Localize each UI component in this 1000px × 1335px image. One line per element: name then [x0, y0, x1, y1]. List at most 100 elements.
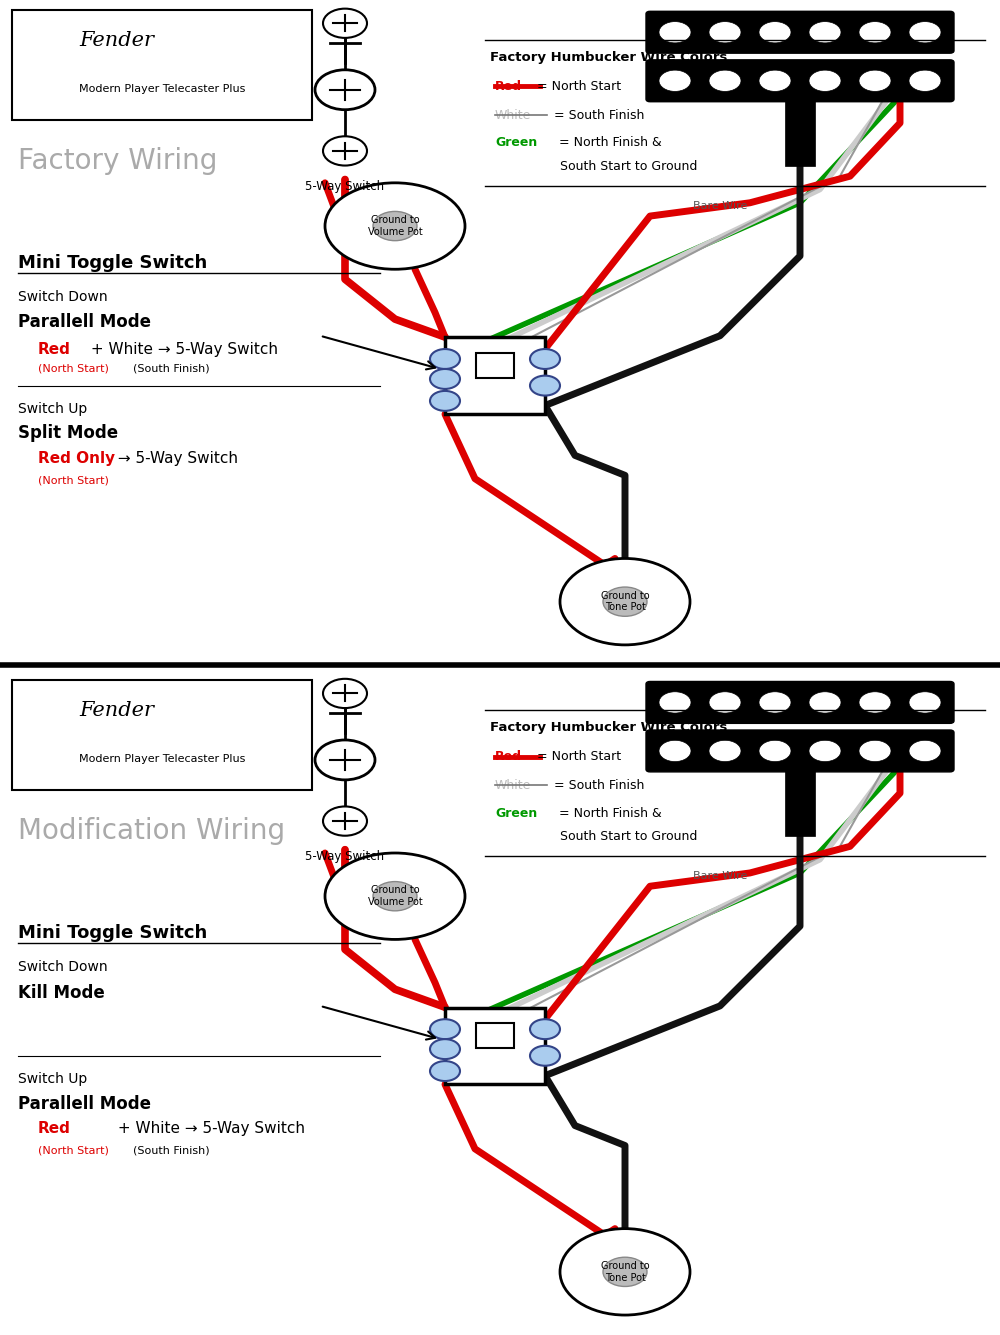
Text: (South Finish): (South Finish): [133, 1145, 210, 1155]
Circle shape: [430, 1061, 460, 1081]
Text: 5-Way Switch: 5-Way Switch: [305, 849, 385, 862]
Circle shape: [530, 1019, 560, 1039]
Text: = North Start: = North Start: [533, 750, 621, 764]
Circle shape: [603, 1258, 647, 1287]
Text: South Start to Ground: South Start to Ground: [560, 830, 697, 842]
Circle shape: [603, 587, 647, 617]
Circle shape: [430, 1039, 460, 1059]
Bar: [12, 680, 312, 790]
Text: Ground to
Tone Pot: Ground to Tone Pot: [601, 1262, 649, 1283]
Circle shape: [430, 1019, 460, 1039]
Text: + White → 5-Way Switch: + White → 5-Way Switch: [113, 1121, 305, 1136]
Text: + White → 5-Way Switch: + White → 5-Way Switch: [86, 342, 278, 356]
Text: Kill Mode: Kill Mode: [18, 984, 105, 1001]
Text: Red Only: Red Only: [38, 451, 115, 466]
Text: (North Start): (North Start): [38, 475, 109, 485]
Text: White: White: [495, 108, 531, 121]
Text: (North Start): (North Start): [38, 364, 109, 374]
Circle shape: [560, 558, 690, 645]
Circle shape: [859, 741, 891, 761]
Circle shape: [759, 692, 791, 713]
Text: (South Finish): (South Finish): [133, 364, 210, 374]
Text: Modification Wiring: Modification Wiring: [18, 817, 285, 845]
FancyBboxPatch shape: [646, 681, 954, 724]
Circle shape: [373, 211, 417, 240]
Text: Mini Toggle Switch: Mini Toggle Switch: [18, 924, 207, 941]
Text: = North Start: = North Start: [533, 80, 621, 93]
Circle shape: [659, 692, 691, 713]
Circle shape: [809, 692, 841, 713]
Circle shape: [909, 741, 941, 761]
Text: Red: Red: [38, 1121, 71, 1136]
Bar: [785, 99, 815, 166]
Circle shape: [909, 21, 941, 43]
Text: Parallell Mode: Parallell Mode: [18, 314, 151, 331]
FancyBboxPatch shape: [646, 60, 954, 101]
Bar: [445, 1008, 545, 1084]
Text: Bare Wire: Bare Wire: [693, 202, 747, 211]
Text: South Start to Ground: South Start to Ground: [560, 160, 697, 172]
Circle shape: [315, 69, 375, 109]
Text: Ground to
Tone Pot: Ground to Tone Pot: [601, 591, 649, 613]
Circle shape: [659, 741, 691, 761]
Circle shape: [759, 741, 791, 761]
Circle shape: [809, 71, 841, 91]
Ellipse shape: [325, 853, 465, 940]
Circle shape: [323, 806, 367, 836]
Text: Factory Humbucker Wire Colors: Factory Humbucker Wire Colors: [490, 721, 727, 734]
Text: Ground to
Volume Pot: Ground to Volume Pot: [368, 215, 422, 236]
Circle shape: [430, 391, 460, 411]
Ellipse shape: [325, 183, 465, 270]
FancyBboxPatch shape: [646, 11, 954, 53]
Circle shape: [709, 692, 741, 713]
Text: Ground to
Volume Pot: Ground to Volume Pot: [368, 885, 422, 906]
Bar: [476, 352, 514, 378]
Text: Factory Wiring: Factory Wiring: [18, 147, 217, 175]
Bar: [476, 1023, 514, 1048]
Text: = North Finish &: = North Finish &: [555, 136, 662, 150]
Text: Modern Player Telecaster Plus: Modern Player Telecaster Plus: [79, 754, 245, 764]
Circle shape: [659, 21, 691, 43]
Text: Parallell Mode: Parallell Mode: [18, 1095, 151, 1112]
Circle shape: [859, 21, 891, 43]
Circle shape: [809, 741, 841, 761]
Text: Factory Humbucker Wire Colors: Factory Humbucker Wire Colors: [490, 51, 727, 64]
Circle shape: [659, 71, 691, 91]
Text: = South Finish: = South Finish: [550, 778, 644, 792]
Text: Fender: Fender: [80, 701, 154, 721]
Text: Red: Red: [495, 750, 522, 764]
FancyBboxPatch shape: [646, 730, 954, 772]
Circle shape: [560, 1228, 690, 1315]
Text: White: White: [495, 778, 531, 792]
Bar: [785, 769, 815, 836]
Circle shape: [530, 348, 560, 368]
Circle shape: [809, 21, 841, 43]
Circle shape: [430, 368, 460, 388]
Text: Mini Toggle Switch: Mini Toggle Switch: [18, 254, 207, 271]
Text: 5-Way Switch: 5-Way Switch: [305, 179, 385, 192]
Circle shape: [909, 71, 941, 91]
Text: = South Finish: = South Finish: [550, 108, 644, 121]
Bar: [445, 338, 545, 414]
Text: Green: Green: [495, 806, 537, 820]
Text: Split Mode: Split Mode: [18, 425, 118, 442]
Circle shape: [530, 1045, 560, 1065]
Text: Switch Down: Switch Down: [18, 290, 108, 303]
Text: = North Finish &: = North Finish &: [555, 806, 662, 820]
Text: Fender: Fender: [80, 31, 154, 51]
Circle shape: [315, 740, 375, 780]
Text: (North Start): (North Start): [38, 1145, 109, 1155]
Circle shape: [709, 741, 741, 761]
Circle shape: [909, 692, 941, 713]
Text: Bare Wire: Bare Wire: [693, 872, 747, 881]
Circle shape: [373, 881, 417, 910]
Text: Switch Up: Switch Up: [18, 1072, 87, 1087]
Circle shape: [859, 692, 891, 713]
Circle shape: [430, 348, 460, 368]
Text: Red: Red: [38, 342, 71, 356]
Text: Modern Player Telecaster Plus: Modern Player Telecaster Plus: [79, 84, 245, 93]
Circle shape: [709, 71, 741, 91]
Circle shape: [323, 8, 367, 37]
Text: Switch Up: Switch Up: [18, 402, 87, 417]
Text: Switch Down: Switch Down: [18, 960, 108, 973]
